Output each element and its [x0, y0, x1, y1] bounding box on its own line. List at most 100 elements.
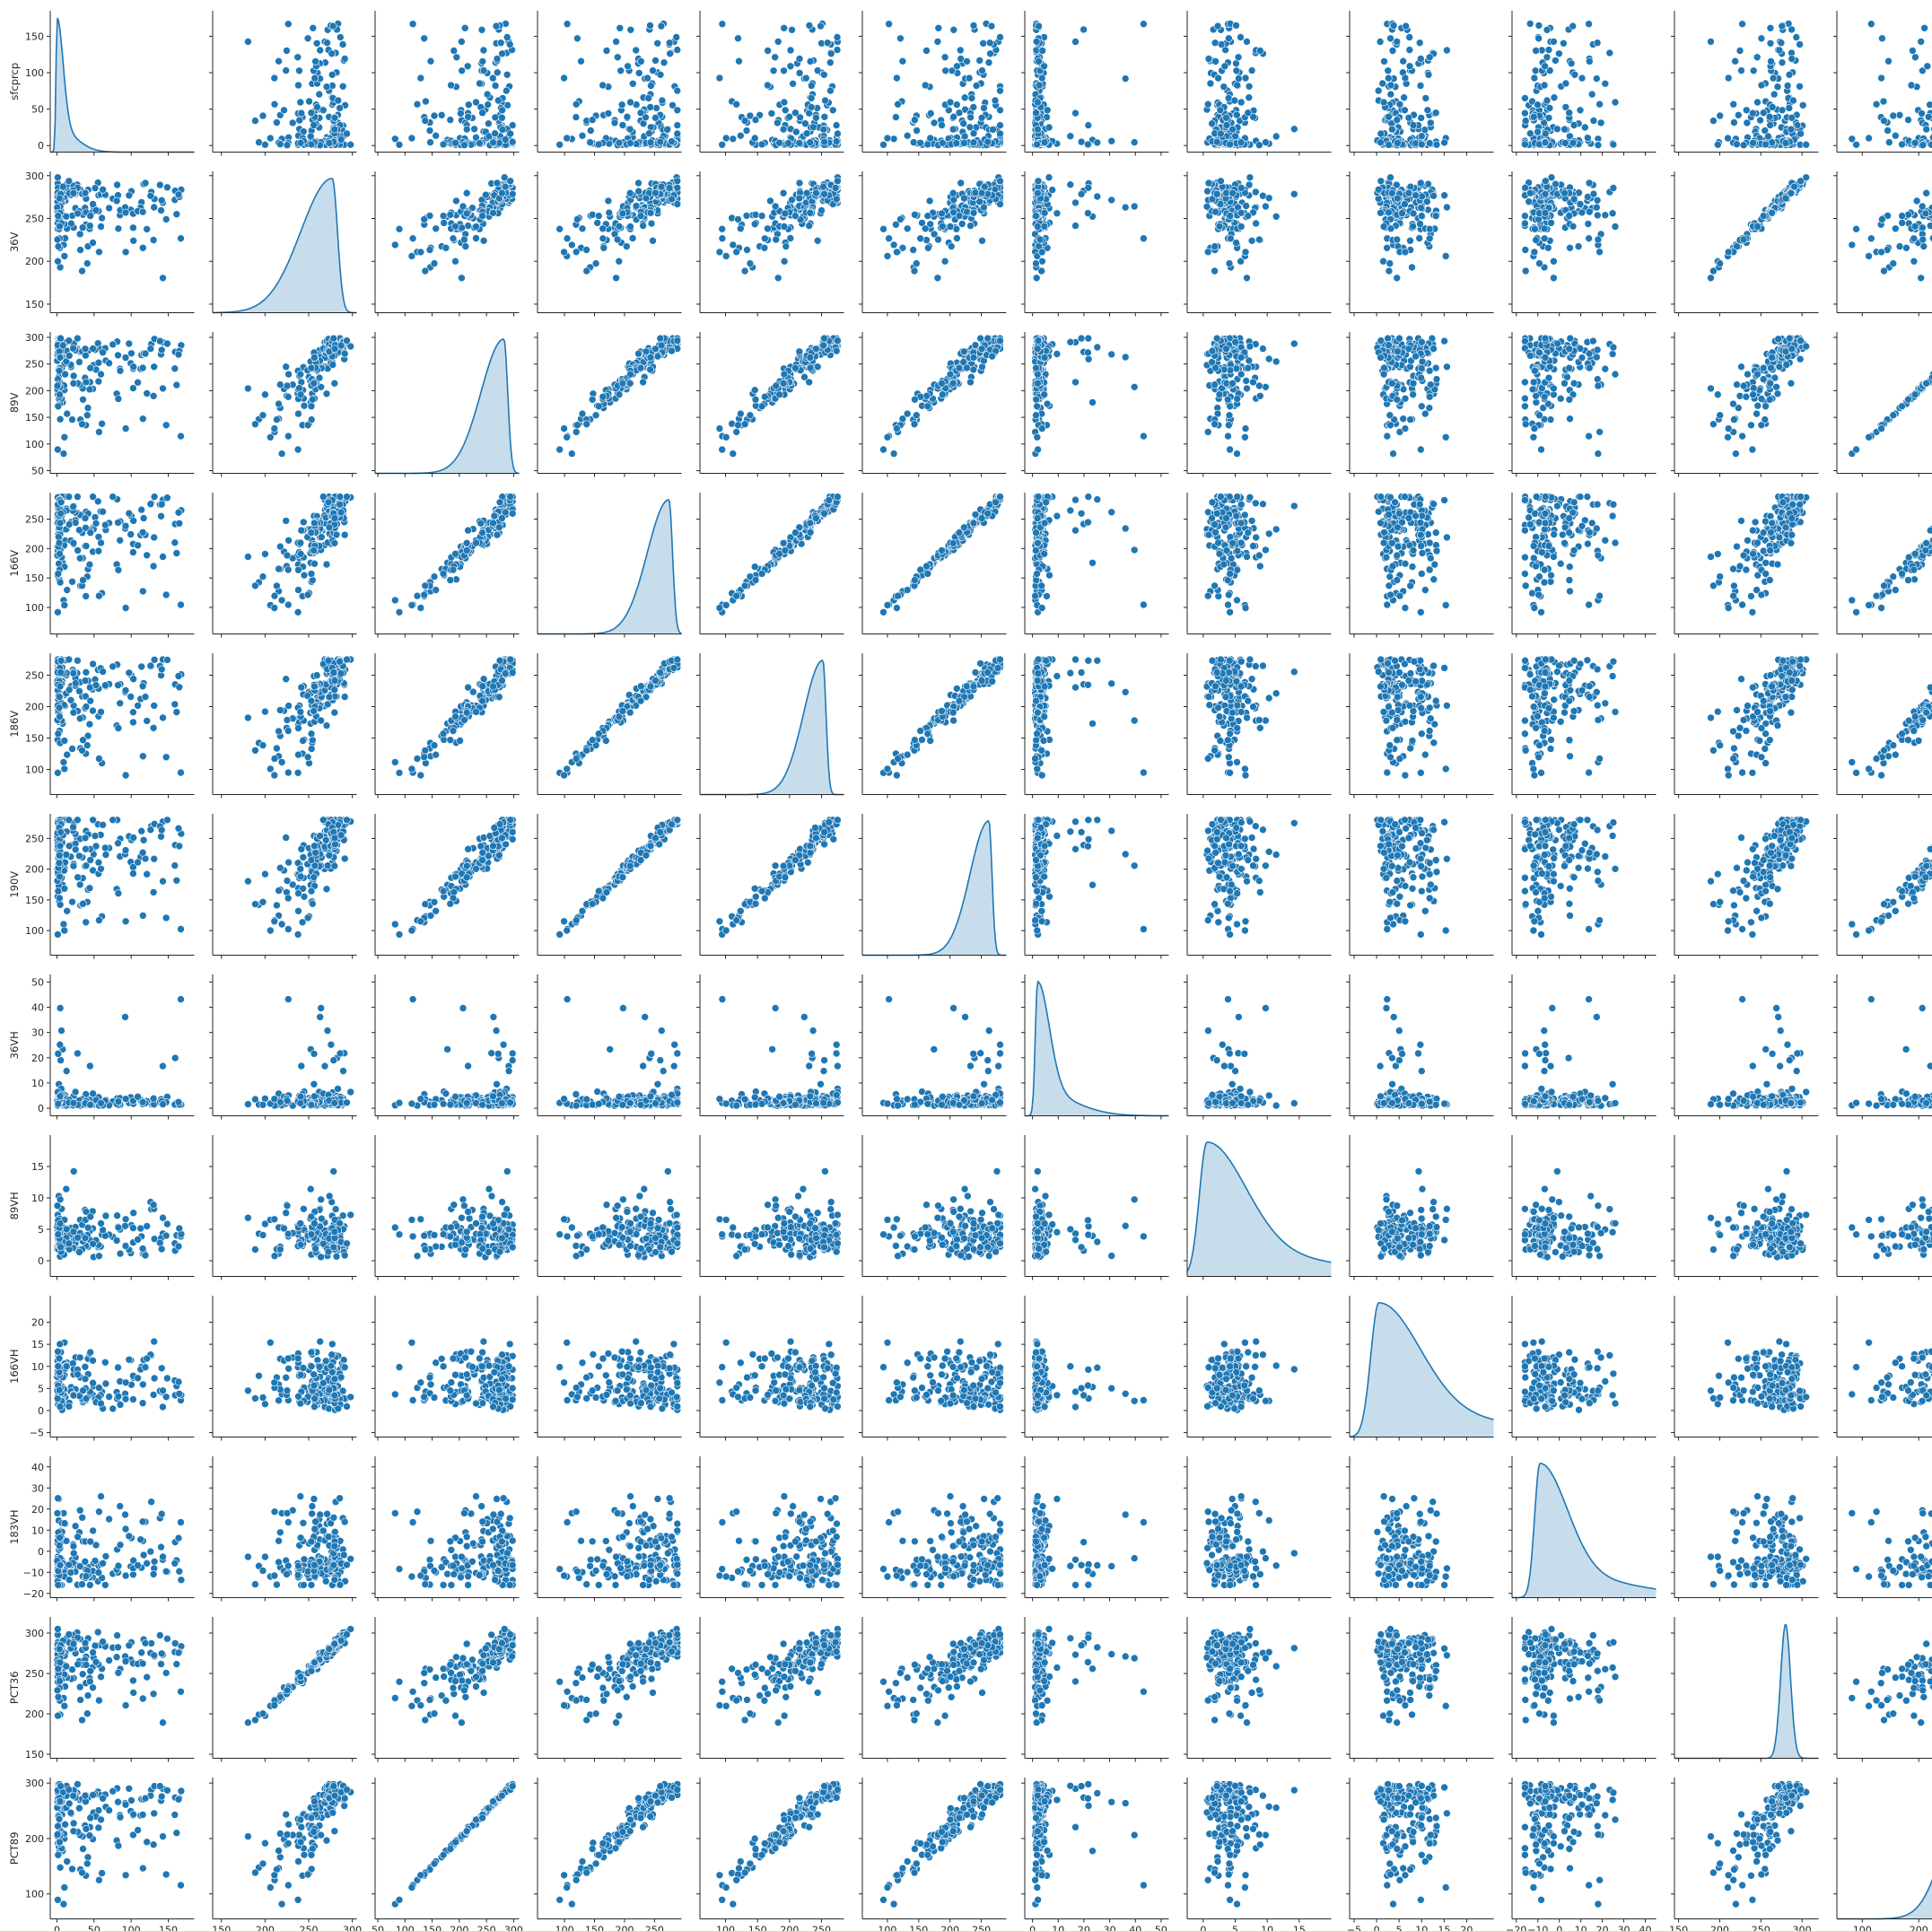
- scatter-point: [174, 672, 183, 680]
- scatter-point: [97, 1099, 105, 1107]
- scatter-point: [317, 1004, 326, 1012]
- scatter-point: [139, 752, 147, 761]
- scatter-point: [138, 1659, 147, 1668]
- scatter-point: [56, 1040, 65, 1049]
- scatter-point: [150, 493, 159, 501]
- scatter-point: [491, 82, 500, 90]
- scatter-point: [86, 696, 94, 705]
- scatter-point: [55, 859, 64, 868]
- scatter-point: [261, 550, 269, 558]
- scatter-point: [177, 1518, 185, 1526]
- scatter-point: [284, 565, 293, 574]
- scatter-point: [65, 816, 74, 825]
- scatter-point: [310, 1525, 319, 1533]
- scatter-point: [114, 351, 122, 360]
- scatter-point: [56, 1004, 65, 1012]
- scatter-point: [86, 222, 94, 230]
- scatter-point: [478, 682, 487, 691]
- scatter-point: [343, 336, 351, 345]
- scatter-point: [55, 194, 64, 203]
- scatter-point: [65, 177, 74, 186]
- scatter-point: [143, 869, 151, 878]
- scatter-point: [317, 1214, 326, 1223]
- scatter-point: [508, 137, 517, 146]
- scatter-point: [502, 86, 511, 95]
- scatter-point: [322, 560, 331, 569]
- scatter-point: [451, 223, 459, 231]
- scatter-point: [330, 125, 339, 134]
- scatter-point: [294, 1857, 302, 1865]
- scatter-point: [129, 548, 137, 556]
- y-tick-label: 200: [25, 864, 44, 876]
- scatter-point: [54, 931, 62, 939]
- scatter-point: [284, 1561, 293, 1570]
- scatter-point: [57, 1782, 65, 1790]
- scatter-point: [86, 363, 94, 372]
- scatter-point: [97, 1815, 105, 1824]
- scatter-point: [494, 523, 503, 532]
- y-tick-label: 50: [31, 976, 44, 988]
- scatter-point: [177, 1881, 185, 1890]
- scatter-point: [75, 1248, 83, 1256]
- scatter-point: [258, 741, 267, 749]
- scatter-point: [83, 1853, 92, 1862]
- scatter-point: [157, 511, 165, 520]
- scatter-point: [60, 926, 69, 935]
- scatter-point: [343, 1630, 351, 1638]
- scatter-point: [297, 526, 306, 535]
- scatter-point: [293, 607, 302, 616]
- scatter-point: [74, 656, 82, 665]
- scatter-point: [53, 1509, 62, 1517]
- scatter-point: [330, 1791, 339, 1800]
- scatter-point: [105, 1806, 113, 1814]
- scatter-point: [146, 345, 155, 353]
- y-tick-label: 150: [25, 299, 44, 310]
- scatter-point: [420, 590, 429, 599]
- scatter-point: [149, 391, 158, 400]
- scatter-point: [329, 1560, 338, 1569]
- y-tick-label: 40: [31, 1462, 44, 1473]
- scatter-point: [284, 1365, 293, 1373]
- scatter-point: [138, 682, 147, 691]
- scatter-point: [82, 378, 91, 387]
- scatter-point: [177, 925, 185, 933]
- scatter-point: [60, 433, 69, 441]
- scatter-point: [116, 366, 125, 375]
- y-tick-label: 100: [25, 439, 44, 450]
- scatter-point: [79, 736, 87, 745]
- scatter-point: [174, 1533, 183, 1542]
- scatter-point: [101, 681, 109, 690]
- scatter-point: [177, 600, 185, 609]
- scatter-point: [457, 109, 465, 118]
- scatter-point: [462, 125, 471, 134]
- scatter-point: [258, 897, 267, 906]
- scatter-point: [129, 517, 137, 525]
- scatter-point: [407, 926, 416, 935]
- scatter-point: [113, 1211, 121, 1219]
- scatter-point: [472, 708, 480, 716]
- scatter-point: [92, 205, 101, 214]
- scatter-point: [146, 1547, 155, 1556]
- y-tick-label: 100: [25, 765, 44, 776]
- scatter-point: [421, 117, 430, 125]
- panel-186V-vs-89V: [372, 653, 520, 799]
- panel-186V-vs-36V: [209, 653, 357, 799]
- scatter-point: [273, 581, 281, 590]
- scatter-point: [69, 1391, 78, 1400]
- scatter-point: [129, 384, 137, 392]
- scatter-point: [60, 765, 69, 773]
- scatter-point: [310, 546, 319, 555]
- scatter-point: [60, 1519, 69, 1527]
- scatter-point: [343, 493, 351, 501]
- scatter-point: [283, 141, 292, 149]
- scatter-point: [310, 1050, 319, 1058]
- scatter-point: [273, 118, 281, 127]
- scatter-point: [463, 62, 472, 71]
- scatter-point: [74, 493, 82, 501]
- scatter-point: [330, 1391, 339, 1400]
- scatter-point: [54, 1348, 62, 1356]
- scatter-point: [244, 1213, 252, 1222]
- scatter-point: [86, 1212, 94, 1221]
- scatter-point: [177, 768, 185, 777]
- scatter-point: [322, 83, 331, 91]
